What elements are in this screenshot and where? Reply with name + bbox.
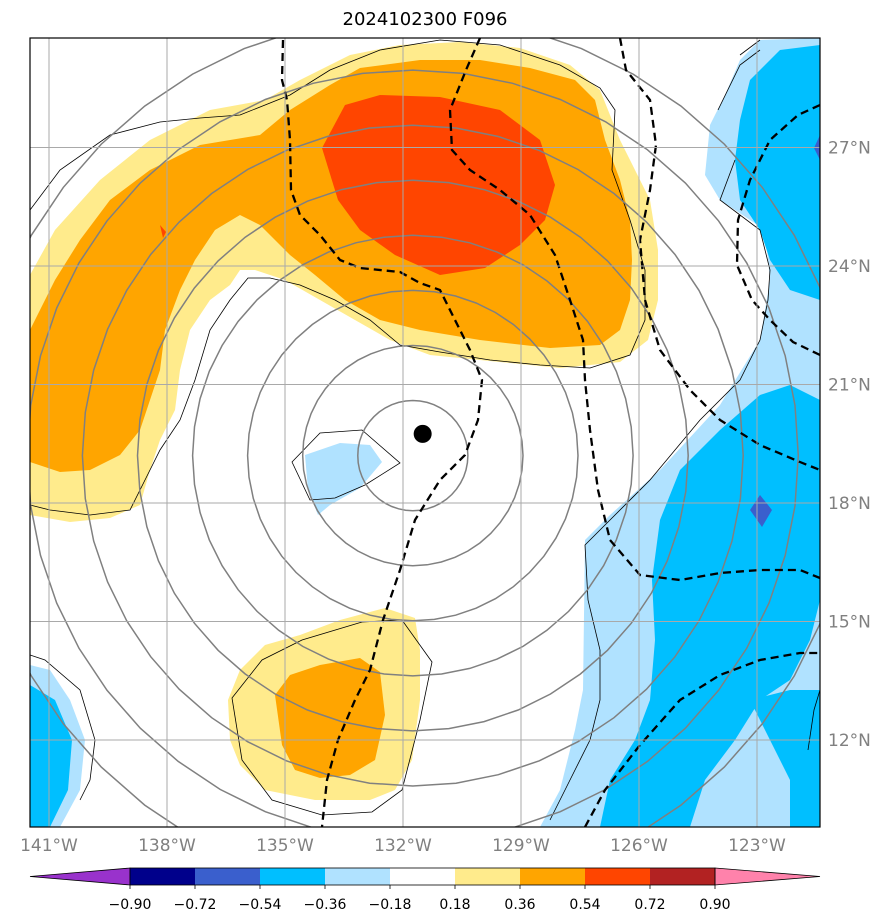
- negative-anomaly-fill: [30, 38, 820, 827]
- range-ring-2: [246, 289, 579, 622]
- lat-label-0: 27°N: [828, 139, 871, 159]
- lat-label-2: 21°N: [828, 376, 871, 396]
- lon-label-1: 138°W: [138, 836, 196, 856]
- storm-center-marker: [413, 424, 432, 443]
- colorbar-extend-low: [29, 867, 131, 886]
- colorbar-extend-high: [714, 867, 821, 886]
- colorbar-label-9: 0.90: [699, 897, 730, 913]
- lon-label-3: 132°W: [374, 836, 432, 856]
- colorbar-label-0: −0.90: [109, 897, 152, 913]
- range-ring-5: [81, 124, 744, 787]
- positive-anomaly-fill: [30, 42, 658, 800]
- colorbar-label-6: 0.36: [504, 897, 535, 913]
- latitude-labels: 27°N 24°N 21°N 18°N 15°N 12°N: [828, 139, 871, 752]
- colorbar-bin-5: [390, 868, 455, 885]
- lon-label-2: 135°W: [256, 836, 314, 856]
- longitude-labels: 141°W 138°W 135°W 132°W 129°W 126°W 123°W: [20, 836, 786, 856]
- colorbar: [29, 867, 821, 889]
- colorbar-outline: [129, 867, 716, 886]
- range-ring-1: [301, 344, 524, 567]
- colorbar-label-7: 0.54: [569, 897, 600, 913]
- lon-label-5: 126°W: [610, 836, 668, 856]
- lat-label-3: 18°N: [828, 494, 871, 514]
- colorbar-tick-labels: −0.90 −0.72 −0.54 −0.36 −0.18 0.18 0.36 0.54 0.7…: [109, 897, 731, 913]
- colorbar-bin-3: [260, 868, 325, 885]
- lat-label-5: 12°N: [828, 731, 871, 751]
- colorbar-bin-8: [585, 868, 650, 885]
- lon-label-0: 141°W: [20, 836, 78, 856]
- range-ring-3: [191, 234, 634, 677]
- colorbar-label-1: −0.72: [174, 897, 217, 913]
- colorbar-label-2: −0.54: [239, 897, 282, 913]
- colorbar-bin-2: [195, 868, 260, 885]
- colorbar-label-5: 0.18: [439, 897, 470, 913]
- lon-label-4: 129°W: [492, 836, 550, 856]
- dashed-contour-lines: [280, 38, 820, 827]
- colorbar-bin-9: [650, 868, 715, 885]
- colorbar-bin-6: [455, 868, 520, 885]
- colorbar-bin-7: [520, 868, 585, 885]
- colorbar-label-8: 0.72: [634, 897, 665, 913]
- lat-label-1: 24°N: [828, 257, 871, 277]
- range-ring-4: [136, 179, 689, 732]
- colorbar-bin-4: [325, 868, 390, 885]
- colorbar-label-3: −0.36: [304, 897, 347, 913]
- gridlines: [30, 38, 820, 827]
- lat-label-4: 15°N: [828, 613, 871, 633]
- colorbar-bin-1: [130, 868, 195, 885]
- range-ring-7: [30, 38, 820, 827]
- colorbar-label-4: −0.18: [369, 897, 412, 913]
- lon-label-6: 123°W: [728, 836, 786, 856]
- chart-title: 2024102300 F096: [342, 9, 508, 30]
- map-frame: [29, 37, 821, 828]
